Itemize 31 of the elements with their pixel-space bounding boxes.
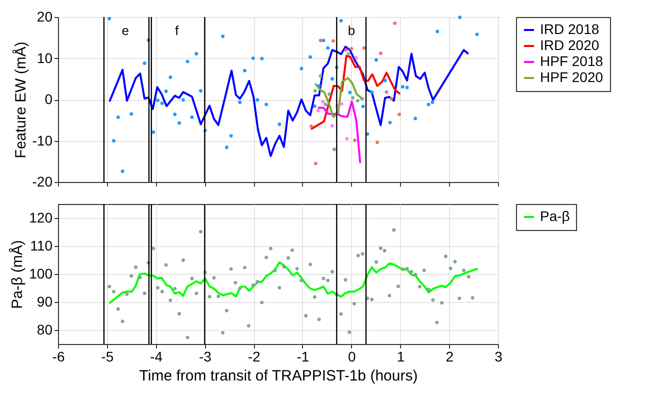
x-tick-label: -5 — [101, 348, 114, 364]
legend-label: IRD 2020 — [540, 37, 600, 53]
y-axis-title: Feature EW (mÅ) — [11, 42, 30, 158]
legend-label: IRD 2018 — [540, 21, 600, 37]
y-axis-title: Pa-β (mÅ) — [8, 240, 26, 309]
y-tick-label: 110 — [30, 238, 53, 254]
y-tick-label: 20 — [36, 8, 53, 24]
x-tick-label: -6 — [52, 348, 65, 364]
y-tick-label: -10 — [32, 132, 53, 148]
legend-label: HPF 2020 — [540, 69, 604, 85]
y-tick-label: 90 — [36, 294, 53, 310]
x-tick-label: -2 — [248, 348, 260, 364]
y-tick-label: 0 — [44, 91, 53, 107]
y-tick-label: 80 — [36, 322, 53, 338]
x-tick-label: 1 — [396, 348, 405, 364]
legend-label: HPF 2018 — [540, 53, 604, 69]
x-tick-label: -1 — [296, 348, 310, 364]
x-tick-label: 2 — [446, 348, 454, 364]
y-tick-label: 10 — [36, 50, 53, 66]
y-tick-label: 120 — [29, 210, 53, 226]
x-tick-label: -3 — [198, 348, 212, 364]
x-tick-label: -4 — [150, 348, 163, 364]
y-tick-label: 100 — [29, 266, 53, 282]
legend-label: Pa-β — [540, 208, 570, 224]
x-axis-title: Time from transit of TRAPPIST-1b (hours) — [139, 368, 418, 384]
annotation: b — [348, 23, 356, 38]
annotation: f — [174, 23, 179, 38]
x-tick-label: 0 — [348, 348, 356, 364]
x-tick-label: 3 — [494, 348, 503, 364]
annotation: e — [122, 23, 129, 38]
y-tick-label: -20 — [32, 174, 53, 190]
